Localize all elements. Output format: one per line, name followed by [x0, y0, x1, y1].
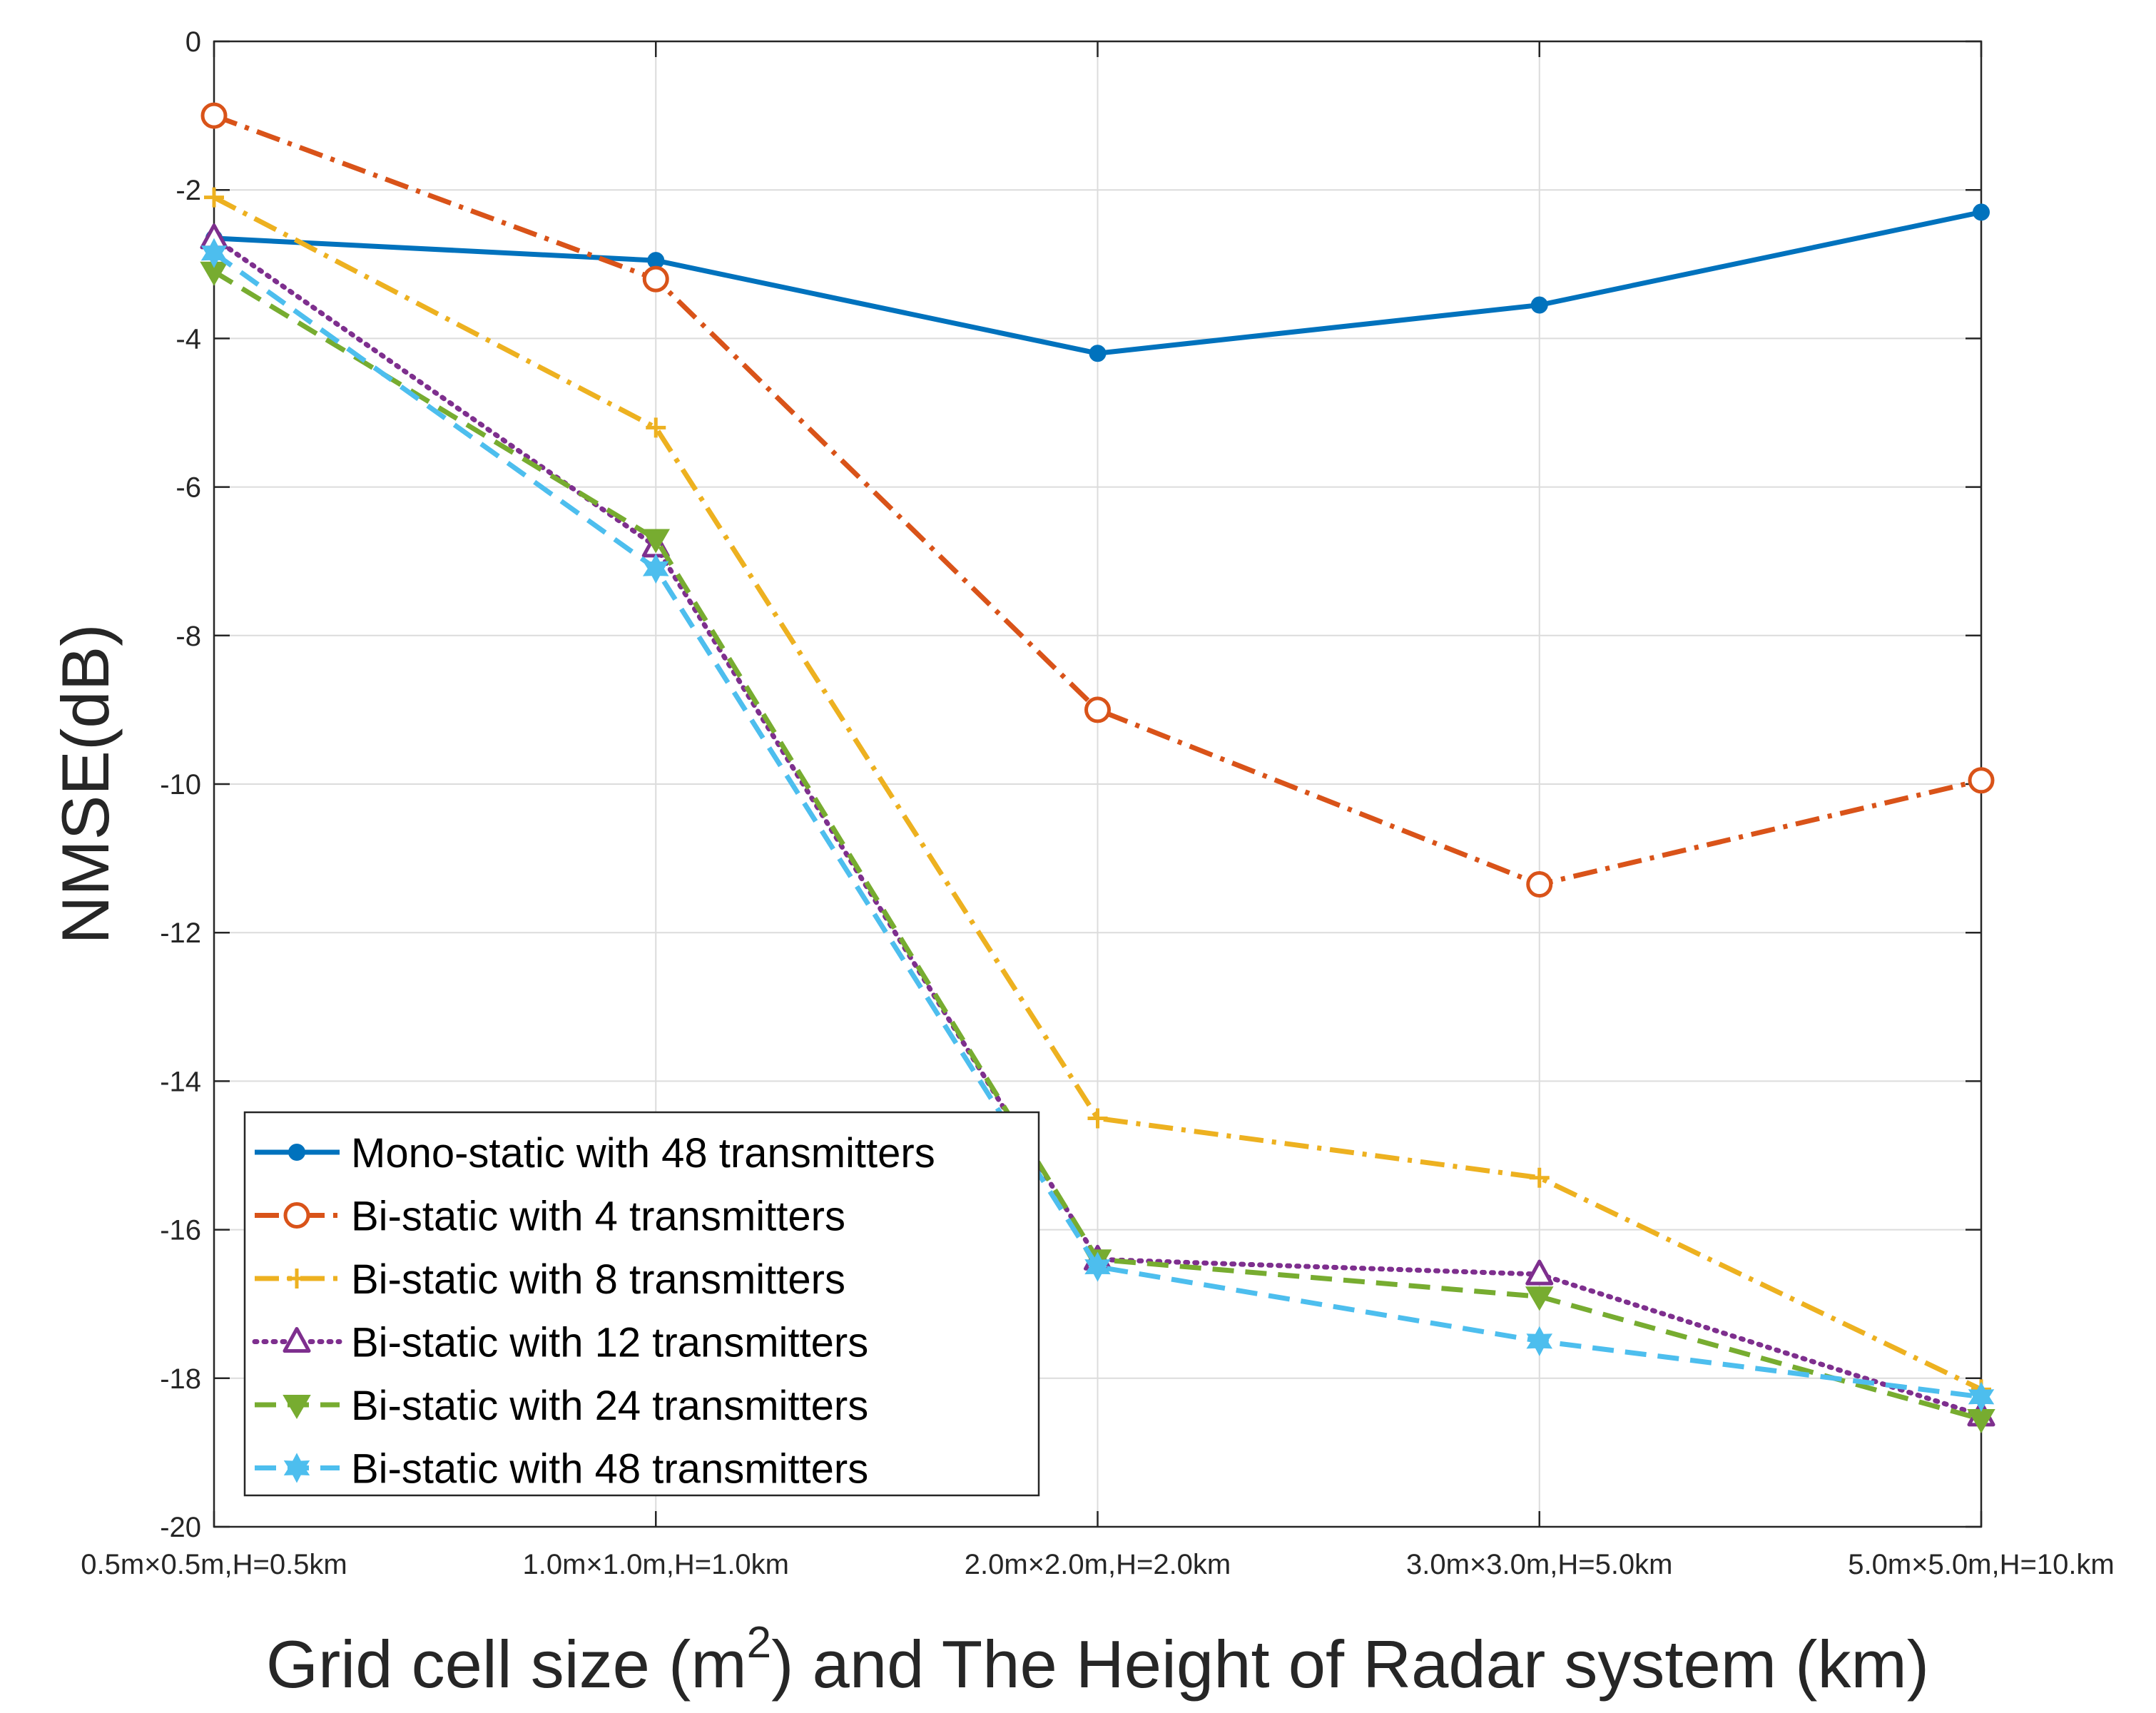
legend-marker [283, 1327, 311, 1353]
data-point [1529, 1167, 1550, 1188]
legend-marker [283, 1453, 310, 1483]
series-line [213, 195, 1983, 1392]
legend-label: Bi-static with 48 transmitters [351, 1446, 868, 1493]
axis-labels: NMSE(dB) Grid cell size (m2) and The Heig… [48, 624, 1929, 1702]
legend: Mono-static with 48 transmitters Bi-stati… [243, 1111, 1040, 1497]
series-6 [200, 238, 1995, 1412]
legend-label: Bi-static with 12 transmitters [351, 1320, 868, 1366]
series-line [212, 250, 1982, 1400]
legend-marker [283, 1395, 311, 1419]
legend-marker [283, 1202, 310, 1229]
legend-item: Bi-static with 24 transmitters [255, 1383, 868, 1429]
series-group [200, 102, 1995, 1434]
x-tick-label: 0.5m×0.5m,H=0.5km [81, 1549, 347, 1580]
y-tick-label: -10 [160, 769, 201, 800]
data-point [204, 187, 224, 208]
data-point [646, 417, 666, 438]
y-tick-label: 0 [185, 26, 201, 58]
data-point [1968, 767, 1995, 794]
legend-label: Bi-static with 4 transmitters [351, 1194, 845, 1240]
axes-ticks: 0 -2 -4 -6 -8 -10 -12 -14 -16 -18 -20 0.5m×0.5m,H=0… [81, 26, 2115, 1580]
legend-item: Bi-static with 12 transmitters [252, 1320, 868, 1366]
legend-item: Bi-static with 48 transmitters [255, 1446, 868, 1493]
legend-label: Bi-static with 8 transmitters [351, 1256, 845, 1303]
data-point [1525, 1259, 1554, 1286]
y-tick-label: -16 [160, 1215, 201, 1246]
y-tick-label: -18 [160, 1363, 201, 1395]
data-point [1084, 1251, 1111, 1282]
x-axis-title: Grid cell size (m2) and The Height of Ra… [266, 1618, 1929, 1702]
x-tick-label: 1.0m×1.0m,H=1.0km [523, 1549, 790, 1580]
legend-box [243, 1111, 1040, 1497]
data-point [641, 529, 670, 554]
legend-item: Bi-static with 8 transmitters [255, 1256, 845, 1303]
y-tick-label: -2 [176, 175, 201, 206]
legend-label: Mono-static with 48 transmitters [351, 1130, 935, 1176]
data-point [1973, 203, 1990, 221]
legend-item: Bi-static with 4 transmitters [255, 1194, 845, 1240]
x-axis-title-part: Grid cell size (m [266, 1627, 747, 1702]
data-point [1530, 296, 1548, 314]
y-tick-label: -12 [160, 918, 201, 949]
legend-label: Bi-static with 24 transmitters [351, 1383, 868, 1429]
y-tick-label: -8 [176, 621, 201, 652]
legend-marker [288, 1144, 305, 1161]
y-tick-label: -14 [160, 1066, 201, 1097]
y-tick-label: -20 [160, 1512, 201, 1543]
legend-item: Mono-static with 48 transmitters [255, 1130, 935, 1176]
data-point [1084, 696, 1111, 723]
y-tick-label: -4 [176, 323, 201, 355]
data-point [200, 238, 228, 268]
x-axis-title-part: ) and The Height of Radar system (km) [771, 1627, 1929, 1702]
legend-marker [287, 1269, 307, 1288]
data-point [642, 554, 669, 584]
data-point [642, 265, 669, 293]
data-point [1087, 1108, 1108, 1129]
data-point [1526, 871, 1553, 898]
series-line [211, 235, 1984, 1418]
x-tick-label: 3.0m×3.0m,H=5.0km [1406, 1549, 1673, 1580]
x-tick-label: 5.0m×5.0m,H=10.km [1848, 1549, 2115, 1580]
x-axis-title-superscript: 2 [747, 1618, 771, 1667]
data-point [1525, 1286, 1554, 1311]
data-point [1968, 1381, 1995, 1412]
series-2 [200, 102, 1995, 898]
y-axis-title: NMSE(dB) [48, 624, 123, 944]
data-point [1089, 345, 1107, 362]
data-point [200, 102, 228, 129]
x-tick-label: 2.0m×2.0m,H=2.0km [965, 1549, 1231, 1580]
y-tick-label: -6 [176, 472, 201, 504]
data-point [1526, 1326, 1553, 1356]
